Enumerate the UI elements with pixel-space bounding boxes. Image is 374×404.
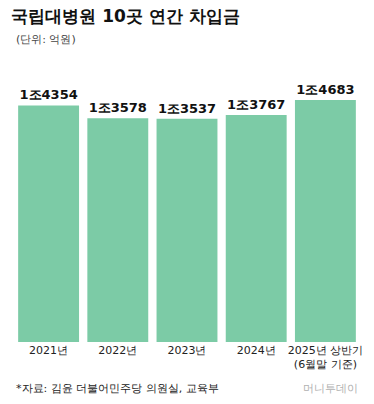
- svg-text:국립대병원 10곳 연간 차입금: 국립대병원 10곳 연간 차입금: [11, 6, 239, 26]
- svg-text:(단위: 억원): (단위: 억원): [16, 33, 76, 46]
- svg-text:2025년 상반기(6월말 기준): 2025년 상반기(6월말 기준): [288, 344, 364, 371]
- svg-text:1조3578: 1조3578: [89, 100, 147, 115]
- svg-text:2021년: 2021년: [29, 344, 68, 357]
- svg-text:머니투데이: 머니투데이: [303, 382, 358, 395]
- svg-text:1조4683: 1조4683: [296, 82, 354, 97]
- svg-text:*자료: 김윤 더불어민주당 의원실, 교육부: *자료: 김윤 더불어민주당 의원실, 교육부: [16, 382, 219, 395]
- svg-text:2024년: 2024년: [237, 344, 276, 357]
- svg-text:1조3537: 1조3537: [158, 101, 216, 116]
- svg-text:2022년: 2022년: [98, 344, 137, 357]
- svg-text:1조3767: 1조3767: [227, 97, 285, 112]
- svg-text:2023년: 2023년: [168, 344, 207, 357]
- svg-text:1조4354: 1조4354: [19, 87, 77, 102]
